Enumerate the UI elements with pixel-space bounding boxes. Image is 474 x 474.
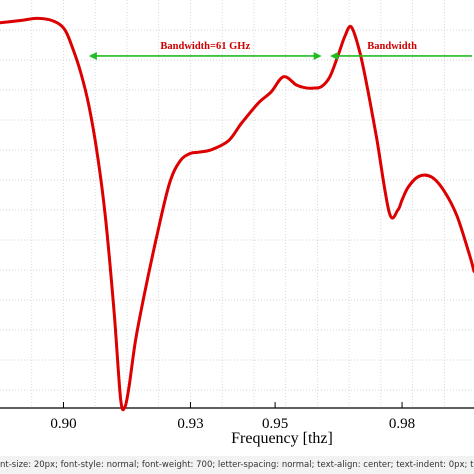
plot-background <box>0 0 474 408</box>
series-layer <box>0 16 474 412</box>
annotations: Bandwidth=61 GHz Bandwidth <box>88 41 472 60</box>
x-tick-label-0: 0.90 <box>50 416 76 432</box>
series-line-0 <box>0 16 474 412</box>
x-tick-label-1: 0.93 <box>177 416 203 432</box>
x-tick-label-3: 0.98 <box>389 416 415 432</box>
grid <box>0 0 474 408</box>
x-axis-label: Frequency [thz] <box>231 430 333 447</box>
footer-css-text: nt-size: 20px; font-style: normal; font-… <box>0 456 474 474</box>
bandwidth-arrowhead-left-0 <box>88 51 97 60</box>
x-tick-label-2: 0.95 <box>262 416 288 432</box>
bandwidth-arrowhead-right-0 <box>313 51 322 60</box>
x-ticks: 0.90 0.93 0.95 0.98 <box>50 402 415 432</box>
bandwidth-arrowhead-left-1 <box>330 51 339 60</box>
bandwidth-label-0: Bandwidth=61 GHz <box>160 41 250 52</box>
bandwidth-label-1: Bandwidth <box>367 41 417 52</box>
